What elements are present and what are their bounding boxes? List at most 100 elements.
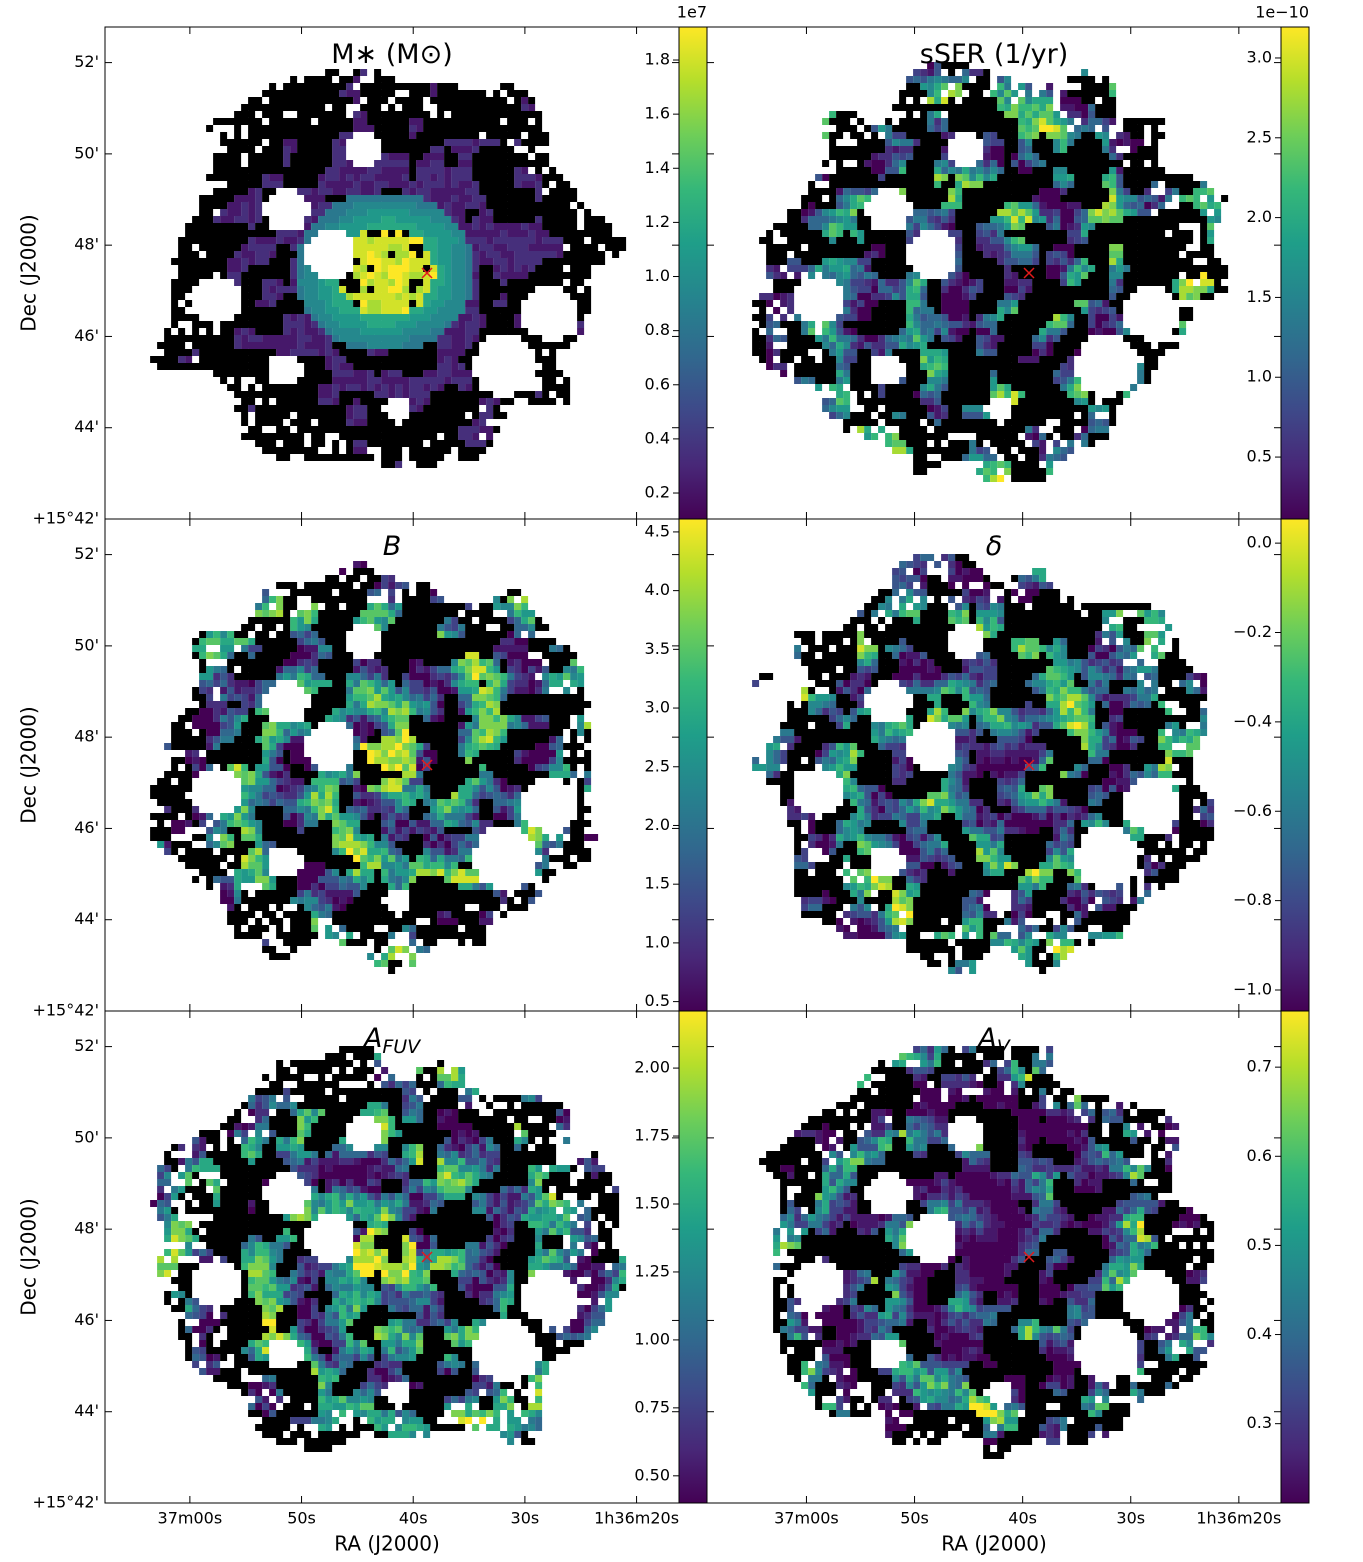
colorbar-tick-label: 0.4 <box>645 428 670 447</box>
colorbar-tick-label: 1.75 <box>634 1126 670 1145</box>
colorbar-tick-label: 0.4 <box>1247 1324 1272 1343</box>
map-pixels <box>808 561 1208 939</box>
x-tick-label: 30s <box>1116 1509 1145 1528</box>
colorbar-tick-label: 0.5 <box>645 991 670 1010</box>
map-image <box>759 1046 1215 1459</box>
y-tick-label: 48' <box>74 1219 99 1238</box>
y-tick-label: 50' <box>74 635 99 654</box>
colorbar-tick-label: 2.5 <box>645 756 670 775</box>
colorbar-tick-label: 3.0 <box>645 698 670 717</box>
colorbar-tick-label: 1.00 <box>634 1329 670 1348</box>
map-image <box>752 554 1215 974</box>
map-pixels <box>234 652 536 953</box>
colorbar-offset: 1e−10 <box>1255 3 1309 22</box>
map-pixels <box>808 610 1194 960</box>
y-tick-label: 48' <box>74 235 99 254</box>
map-image <box>150 561 599 974</box>
map-pixels <box>164 1046 627 1452</box>
colorbar <box>678 26 708 520</box>
map-pixels <box>759 1046 1215 1459</box>
colorbar-tick-label: 1.2 <box>645 212 670 231</box>
y-tick-label: 50' <box>74 143 99 162</box>
title-main: sSFR (1/yr) <box>920 39 1069 70</box>
y-tick-label: 48' <box>74 727 99 746</box>
y-tick-label: 50' <box>74 1127 99 1146</box>
colorbar-tick-label: 4.5 <box>645 521 670 540</box>
colorbar-tick-label: 0.5 <box>1247 1235 1272 1254</box>
colorbar-tick-label: 0.0 <box>1247 533 1272 552</box>
panel-title: AV <box>976 1023 1011 1058</box>
map-pixels <box>157 603 585 939</box>
colorbar-tick-label: 3.0 <box>1247 47 1272 66</box>
map-pixels <box>157 1081 613 1403</box>
center-marker <box>421 267 433 279</box>
colorbar-tick-label: 0.6 <box>645 374 670 393</box>
map-pixels <box>752 554 1215 932</box>
colorbar-tick-label: 1.0 <box>1247 367 1272 386</box>
x-axis-label: RA (J2000) <box>334 1532 440 1556</box>
map-image <box>150 1046 627 1452</box>
map-pixels <box>808 69 1222 454</box>
colorbar-tick-label: 0.50 <box>634 1465 670 1484</box>
y-tick-label: 52' <box>74 544 99 563</box>
map-pixels <box>773 554 1215 925</box>
center-marker <box>421 1251 433 1263</box>
map-pixels <box>766 589 1208 974</box>
map-pixels <box>192 603 592 960</box>
map-pixels <box>206 603 578 967</box>
y-tick-label: 44' <box>74 417 99 436</box>
map-image <box>752 62 1229 482</box>
colorbar-tick-label: 2.00 <box>634 1058 670 1077</box>
colorbar-tick-label: 0.7 <box>1247 1057 1272 1076</box>
y-tick-label: +15°42' <box>32 509 99 528</box>
y-tick-label: 46' <box>74 1310 99 1329</box>
title-main: A <box>976 1023 996 1054</box>
x-tick-label: 1h36m20s <box>1196 1509 1281 1528</box>
colorbar-offset: 1e7 <box>677 3 707 22</box>
center-marker <box>1023 1251 1035 1263</box>
x-tick-label: 40s <box>399 1509 428 1528</box>
map-pixels <box>241 596 592 960</box>
y-tick-label: +15°42' <box>32 1001 99 1020</box>
map-pixels <box>766 69 1166 454</box>
panel-title: AFUV <box>362 1023 422 1058</box>
title-main: M∗ (M⊙) <box>331 39 453 70</box>
map-pixels <box>297 202 466 349</box>
map-pixels <box>346 237 424 314</box>
title-main: B <box>383 531 402 562</box>
map-image <box>150 69 627 468</box>
colorbar-tick-label: 0.2 <box>645 483 670 502</box>
y-axis-label: Dec (J2000) <box>17 706 41 823</box>
map-pixels <box>752 62 1229 482</box>
colorbar-tick-label: 0.5 <box>1247 447 1272 466</box>
x-tick-label: 1h36m20s <box>594 1509 679 1528</box>
colorbar-tick-label: 1.0 <box>645 932 670 951</box>
colorbar-tick-label: 4.0 <box>645 580 670 599</box>
title-subscript: FUV <box>382 1036 422 1058</box>
x-tick-label: 37m00s <box>158 1509 223 1528</box>
map-pixels <box>262 1228 487 1424</box>
map-pixels <box>178 69 585 468</box>
title-main: δ <box>986 531 1003 562</box>
colorbar-tick-label: −0.2 <box>1233 622 1272 641</box>
map-pixels <box>164 1123 557 1424</box>
map-pixels <box>157 1081 620 1424</box>
y-tick-label: 52' <box>74 52 99 71</box>
map-pixels <box>787 1053 1215 1417</box>
map-pixels <box>773 1053 1208 1431</box>
colorbar <box>678 518 708 1012</box>
panel-title: sSFR (1/yr) <box>920 39 1069 70</box>
panel-title: B <box>383 531 402 562</box>
colorbar-tick-label: 1.5 <box>1247 287 1272 306</box>
x-tick-label: 30s <box>511 1509 540 1528</box>
y-tick-label: 44' <box>74 909 99 928</box>
colorbar-tick-label: 0.6 <box>1247 1146 1272 1165</box>
panel-title: δ <box>986 531 1003 562</box>
map-pixels <box>185 76 585 454</box>
panel-title: M∗ (M⊙) <box>331 39 453 70</box>
colorbar-tick-label: −1.0 <box>1233 979 1272 998</box>
x-tick-label: 37m00s <box>774 1509 839 1528</box>
colorbar <box>1280 518 1310 1012</box>
